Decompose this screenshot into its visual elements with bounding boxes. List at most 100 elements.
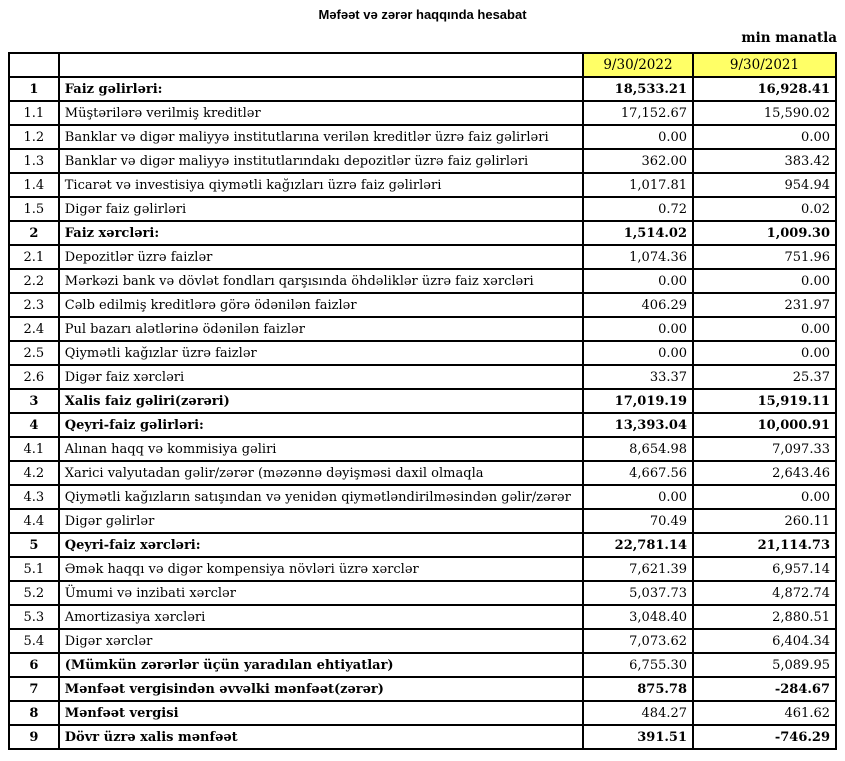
row-value-2022: 0.00 (581, 124, 695, 150)
table-row: 2.3 Cəlb edilmiş kreditlərə görə ödənilən… (8, 292, 837, 318)
row-value-2022: 1,074.36 (581, 244, 695, 270)
row-value-2021: 1,009.30 (692, 220, 837, 246)
row-number: 6 (8, 652, 60, 678)
row-number: 2.3 (8, 292, 60, 318)
row-label: Pul bazarı alətlərinə ödənilən faizlər (57, 316, 584, 342)
row-value-2021: 461.62 (692, 700, 837, 726)
row-label: Mərkəzi bank və dövlət fondları qarşısın… (57, 268, 584, 294)
page-title: Məfəət və zərər haqqında hesabat (318, 7, 527, 22)
row-number: 1 (8, 76, 60, 102)
row-label: Qeyri-faiz xərcləri: (57, 532, 584, 558)
table-header: 9/30/2022 9/30/2021 (8, 52, 837, 78)
row-value-2022: 17,019.19 (581, 388, 695, 414)
header-cell-2022: 9/30/2022 (581, 52, 695, 78)
table-row: 5.4 Digər xərclər 7,073.62 6,404.34 (8, 628, 837, 654)
unit-note: min manatla (741, 30, 837, 46)
header-cell-number (8, 52, 60, 78)
row-number: 4.4 (8, 508, 60, 534)
row-label: Qeyri-faiz gəlirləri: (57, 412, 584, 438)
row-value-2021: 751.96 (692, 244, 837, 270)
row-number: 2.5 (8, 340, 60, 366)
table-row: 2.6 Digər faiz xərcləri 33.37 25.37 (8, 364, 837, 390)
row-number: 4.3 (8, 484, 60, 510)
row-value-2022: 875.78 (581, 676, 695, 702)
row-value-2022: 8,654.98 (581, 436, 695, 462)
row-value-2022: 33.37 (581, 364, 695, 390)
row-number: 5.3 (8, 604, 60, 630)
row-value-2021: 383.42 (692, 148, 837, 174)
row-number: 5.2 (8, 580, 60, 606)
row-label: Amortizasiya xərcləri (57, 604, 584, 630)
row-value-2021: 0.00 (692, 316, 837, 342)
row-number: 2.1 (8, 244, 60, 270)
row-value-2022: 391.51 (581, 724, 695, 750)
row-value-2021: 0.00 (692, 124, 837, 150)
row-value-2021: 15,919.11 (692, 388, 837, 414)
row-label: Banklar və digər maliyyə institutlarına … (57, 124, 584, 150)
row-value-2021: 7,097.33 (692, 436, 837, 462)
row-number: 1.4 (8, 172, 60, 198)
row-label: Banklar və digər maliyyə institutlarında… (57, 148, 584, 174)
table-row: 4.2 Xarici valyutadan gəlir/zərər (məzənn… (8, 460, 837, 486)
row-label: Digər faiz gəlirləri (57, 196, 584, 222)
row-value-2021: 0.00 (692, 340, 837, 366)
row-label: Xalis faiz gəliri(zərəri) (57, 388, 584, 414)
table-row: 5.1 Əmək haqqı və digər kompensiya növlər… (8, 556, 837, 582)
table-row: 1.3 Banklar və digər maliyyə institutları… (8, 148, 837, 174)
header-cell-2021: 9/30/2021 (692, 52, 837, 78)
row-value-2021: 25.37 (692, 364, 837, 390)
row-value-2022: 7,621.39 (581, 556, 695, 582)
pnl-table: 9/30/2022 9/30/2021 1 Faiz gəlirləri: 18,5… (8, 52, 837, 750)
row-value-2021: 6,404.34 (692, 628, 837, 654)
row-number: 8 (8, 700, 60, 726)
row-number: 2.4 (8, 316, 60, 342)
row-label: Alınan haqq və kommisiya gəliri (57, 436, 584, 462)
row-number: 5.1 (8, 556, 60, 582)
row-value-2021: 21,114.73 (692, 532, 837, 558)
row-label: (Mümkün zərərlər üçün yaradılan ehtiyatl… (57, 652, 584, 678)
row-value-2021: 6,957.14 (692, 556, 837, 582)
row-label: Depozitlər üzrə faizlər (57, 244, 584, 270)
table-row: 4 Qeyri-faiz gəlirləri: 13,393.04 10,000.91 (8, 412, 837, 438)
table-row: 4.3 Qiymətli kağızların satışından və yen… (8, 484, 837, 510)
row-value-2021: 16,928.41 (692, 76, 837, 102)
row-value-2021: -284.67 (692, 676, 837, 702)
row-number: 5 (8, 532, 60, 558)
row-value-2022: 70.49 (581, 508, 695, 534)
row-value-2022: 3,048.40 (581, 604, 695, 630)
row-label: Faiz xərcləri: (57, 220, 584, 246)
row-value-2022: 0.00 (581, 316, 695, 342)
row-value-2021: 4,872.74 (692, 580, 837, 606)
row-label: Əmək haqqı və digər kompensiya növləri ü… (57, 556, 584, 582)
row-value-2021: 0.02 (692, 196, 837, 222)
row-number: 2 (8, 220, 60, 246)
row-label: Cəlb edilmiş kreditlərə görə ödənilən fa… (57, 292, 584, 318)
row-label: Qiymətli kağızların satışından və yenidə… (57, 484, 584, 510)
row-value-2021: 231.97 (692, 292, 837, 318)
table-row: 1.4 Ticarət və investisiya qiymətli kağız… (8, 172, 837, 198)
table-body: 1 Faiz gəlirləri: 18,533.21 16,928.41 1.1 Müş… (8, 76, 837, 750)
row-value-2022: 6,755.30 (581, 652, 695, 678)
table-row: 7 Mənfəət vergisindən əvvəlki mənfəət(zər… (8, 676, 837, 702)
row-value-2022: 7,073.62 (581, 628, 695, 654)
table-row: 6 (Mümkün zərərlər üçün yaradılan ehtiyat… (8, 652, 837, 678)
row-value-2022: 18,533.21 (581, 76, 695, 102)
row-label: Dövr üzrə xalis mənfəət (57, 724, 584, 750)
table-row: 1.1 Müştərilərə verilmiş kreditlər 17,152.… (8, 100, 837, 126)
row-value-2021: 0.00 (692, 484, 837, 510)
row-value-2022: 0.00 (581, 268, 695, 294)
row-number: 1.5 (8, 196, 60, 222)
row-value-2022: 0.00 (581, 340, 695, 366)
table-row: 8 Mənfəət vergisi 484.27 461.62 (8, 700, 837, 726)
row-number: 1.2 (8, 124, 60, 150)
row-number: 1.3 (8, 148, 60, 174)
row-value-2021: 10,000.91 (692, 412, 837, 438)
table-row: 2.4 Pul bazarı alətlərinə ödənilən faizlə… (8, 316, 837, 342)
row-value-2021: 15,590.02 (692, 100, 837, 126)
row-value-2022: 1,514.02 (581, 220, 695, 246)
row-number: 4.1 (8, 436, 60, 462)
table-row: 4.4 Digər gəlirlər 70.49 260.11 (8, 508, 837, 534)
table-row: 2.5 Qiymətli kağızlar üzrə faizlər 0.00 0.0… (8, 340, 837, 366)
row-value-2022: 13,393.04 (581, 412, 695, 438)
row-value-2021: 260.11 (692, 508, 837, 534)
